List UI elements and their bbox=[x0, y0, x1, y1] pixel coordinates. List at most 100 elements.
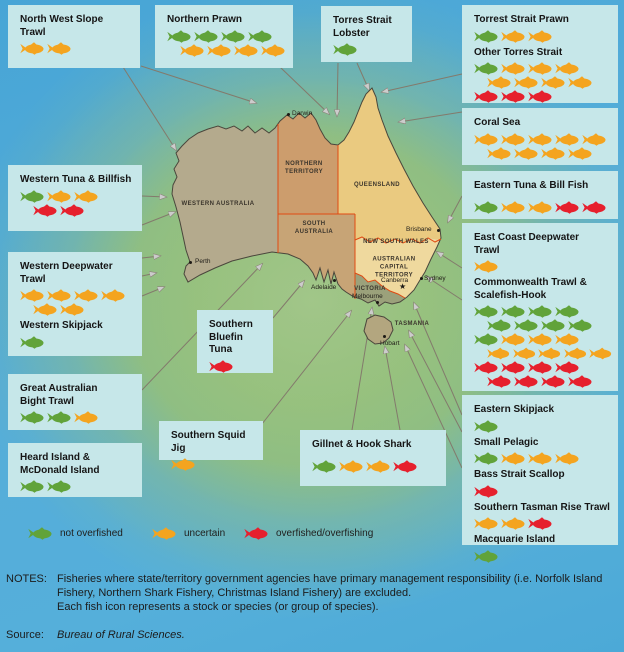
fish-rows bbox=[474, 29, 612, 43]
fishery-label: Coral Sea bbox=[474, 117, 521, 128]
legend-label: not overfished bbox=[60, 528, 123, 539]
fish-icon-orange bbox=[74, 411, 98, 424]
fish-rows bbox=[474, 305, 612, 388]
fish-row bbox=[20, 42, 134, 55]
legend-item-red: overfished/overfishing bbox=[244, 527, 373, 540]
fish-icon-red bbox=[514, 375, 538, 388]
fishery-label: Western Tuna & Billfish bbox=[20, 174, 132, 185]
fishery-label: Southern Squid Jig bbox=[171, 430, 246, 454]
fish-row bbox=[312, 459, 440, 473]
fish-icon-red bbox=[501, 90, 525, 103]
fish-icon-red bbox=[555, 200, 579, 214]
fish-icon-green bbox=[333, 43, 357, 56]
fish-icon-orange bbox=[555, 132, 579, 146]
source-label: Source: bbox=[6, 629, 44, 641]
fish-row bbox=[333, 43, 406, 56]
source-text: Bureau of Rural Sciences. bbox=[57, 629, 185, 641]
fish-icon-orange bbox=[501, 62, 525, 75]
fish-row bbox=[474, 305, 612, 318]
fish-icon-green bbox=[487, 319, 511, 332]
city-dot-marker bbox=[420, 277, 423, 280]
pointer-arrow bbox=[414, 303, 463, 416]
fish-row bbox=[474, 419, 612, 433]
fish-icon-orange bbox=[474, 132, 498, 146]
fish-icon-orange bbox=[487, 76, 511, 89]
north-west-slope-trawl-box: North West Slope Trawl bbox=[8, 5, 140, 68]
fish-icon-green bbox=[47, 411, 71, 424]
fishery-label: North West Slope Trawl bbox=[20, 14, 104, 38]
fish-icon-orange bbox=[514, 76, 538, 89]
fish-row bbox=[20, 411, 136, 424]
fish-icon-green bbox=[20, 335, 44, 349]
pointer-arrow bbox=[122, 66, 176, 150]
fishery-label: Eastern Tuna & Bill Fish bbox=[474, 180, 589, 191]
fishery-label: Torres Strait Lobster bbox=[333, 15, 392, 39]
pointer-arrow bbox=[141, 212, 175, 226]
fish-rows bbox=[20, 480, 136, 493]
fish-icon-orange bbox=[152, 527, 176, 540]
notes-text: Fisheries where state/territory governme… bbox=[57, 573, 603, 613]
fishery-label: East Coast Deepwater Trawl bbox=[474, 232, 580, 256]
fish-icon-orange bbox=[261, 43, 285, 57]
southern-squid-jig-box: Southern Squid Jig bbox=[159, 421, 263, 471]
pointer-arrow bbox=[448, 195, 463, 222]
fish-rows bbox=[20, 411, 136, 424]
eastern-skipjack-group-box: Eastern Skipjack Small Pelagic Bass Strait… bbox=[462, 395, 618, 563]
fish-icon-red bbox=[474, 361, 498, 374]
fish-row bbox=[487, 319, 612, 332]
fish-icon-green bbox=[20, 189, 44, 203]
fish-icon-orange bbox=[20, 289, 44, 302]
pointer-arrow bbox=[437, 252, 463, 269]
fish-row bbox=[474, 361, 612, 374]
fish-row bbox=[474, 452, 612, 465]
fish-row bbox=[20, 189, 136, 203]
fish-row bbox=[474, 29, 612, 43]
fish-icon-orange bbox=[555, 62, 579, 75]
western-tuna-billfish-box: Western Tuna & Billfish bbox=[8, 165, 142, 231]
northern-prawn-box: Northern Prawn bbox=[155, 5, 293, 68]
fish-rows bbox=[474, 484, 612, 498]
fish-row bbox=[209, 359, 267, 373]
east-coast-group-box: East Coast Deepwater Trawl Commonwealth T… bbox=[462, 223, 618, 391]
fish-rows bbox=[209, 359, 267, 373]
pointer-arrow bbox=[337, 62, 338, 116]
pointer-arrow bbox=[261, 311, 351, 425]
heard-island-mcdonald-island-box: Heard Island & McDonald Island bbox=[8, 443, 142, 497]
fish-icon-green bbox=[20, 480, 44, 493]
fish-icon-orange bbox=[474, 517, 498, 530]
fishery-label: Heard Island & McDonald Island bbox=[20, 452, 100, 476]
torres-strait-lobster-box: Torres Strait Lobster bbox=[321, 6, 412, 62]
fish-icon-orange bbox=[564, 347, 586, 360]
fish-icon-red bbox=[244, 527, 268, 540]
fish-icon-orange bbox=[568, 146, 592, 160]
capital-star-marker: ★ bbox=[399, 282, 407, 291]
notes: NOTES: Fisheries where state/territory g… bbox=[6, 572, 618, 642]
fish-icon-green bbox=[248, 29, 272, 43]
fishery-label: Commonwealth Trawl & Scalefish-Hook bbox=[474, 277, 587, 301]
pointer-arrow bbox=[382, 73, 463, 92]
western-deepwater-group-box: Western Deepwater Trawl Western Skipjack bbox=[8, 252, 142, 356]
fish-icon-green bbox=[474, 200, 498, 214]
fish-icon-red bbox=[393, 459, 417, 473]
fish-row bbox=[487, 375, 612, 388]
legend-item-green: not overfished bbox=[28, 527, 123, 540]
fish-row bbox=[474, 200, 612, 214]
fish-row bbox=[167, 29, 287, 43]
fish-rows bbox=[474, 260, 612, 273]
fish-icon-orange bbox=[538, 347, 561, 360]
fish-icon-green bbox=[528, 305, 552, 318]
pointer-arrow bbox=[141, 287, 164, 297]
fish-row bbox=[474, 260, 612, 273]
legend-item-orange: uncertain bbox=[152, 527, 225, 540]
fishery-label: Northern Prawn bbox=[167, 14, 243, 25]
fish-icon-orange bbox=[501, 132, 525, 146]
fish-icon-green bbox=[28, 527, 52, 540]
pointer-arrow bbox=[141, 273, 156, 276]
city-dot-marker bbox=[287, 113, 290, 116]
fish-icon-orange bbox=[568, 76, 592, 89]
fish-icon-orange bbox=[207, 43, 231, 57]
fish-rows bbox=[167, 29, 287, 57]
fish-icon-orange bbox=[60, 303, 84, 316]
fish-icon-red bbox=[528, 517, 552, 530]
